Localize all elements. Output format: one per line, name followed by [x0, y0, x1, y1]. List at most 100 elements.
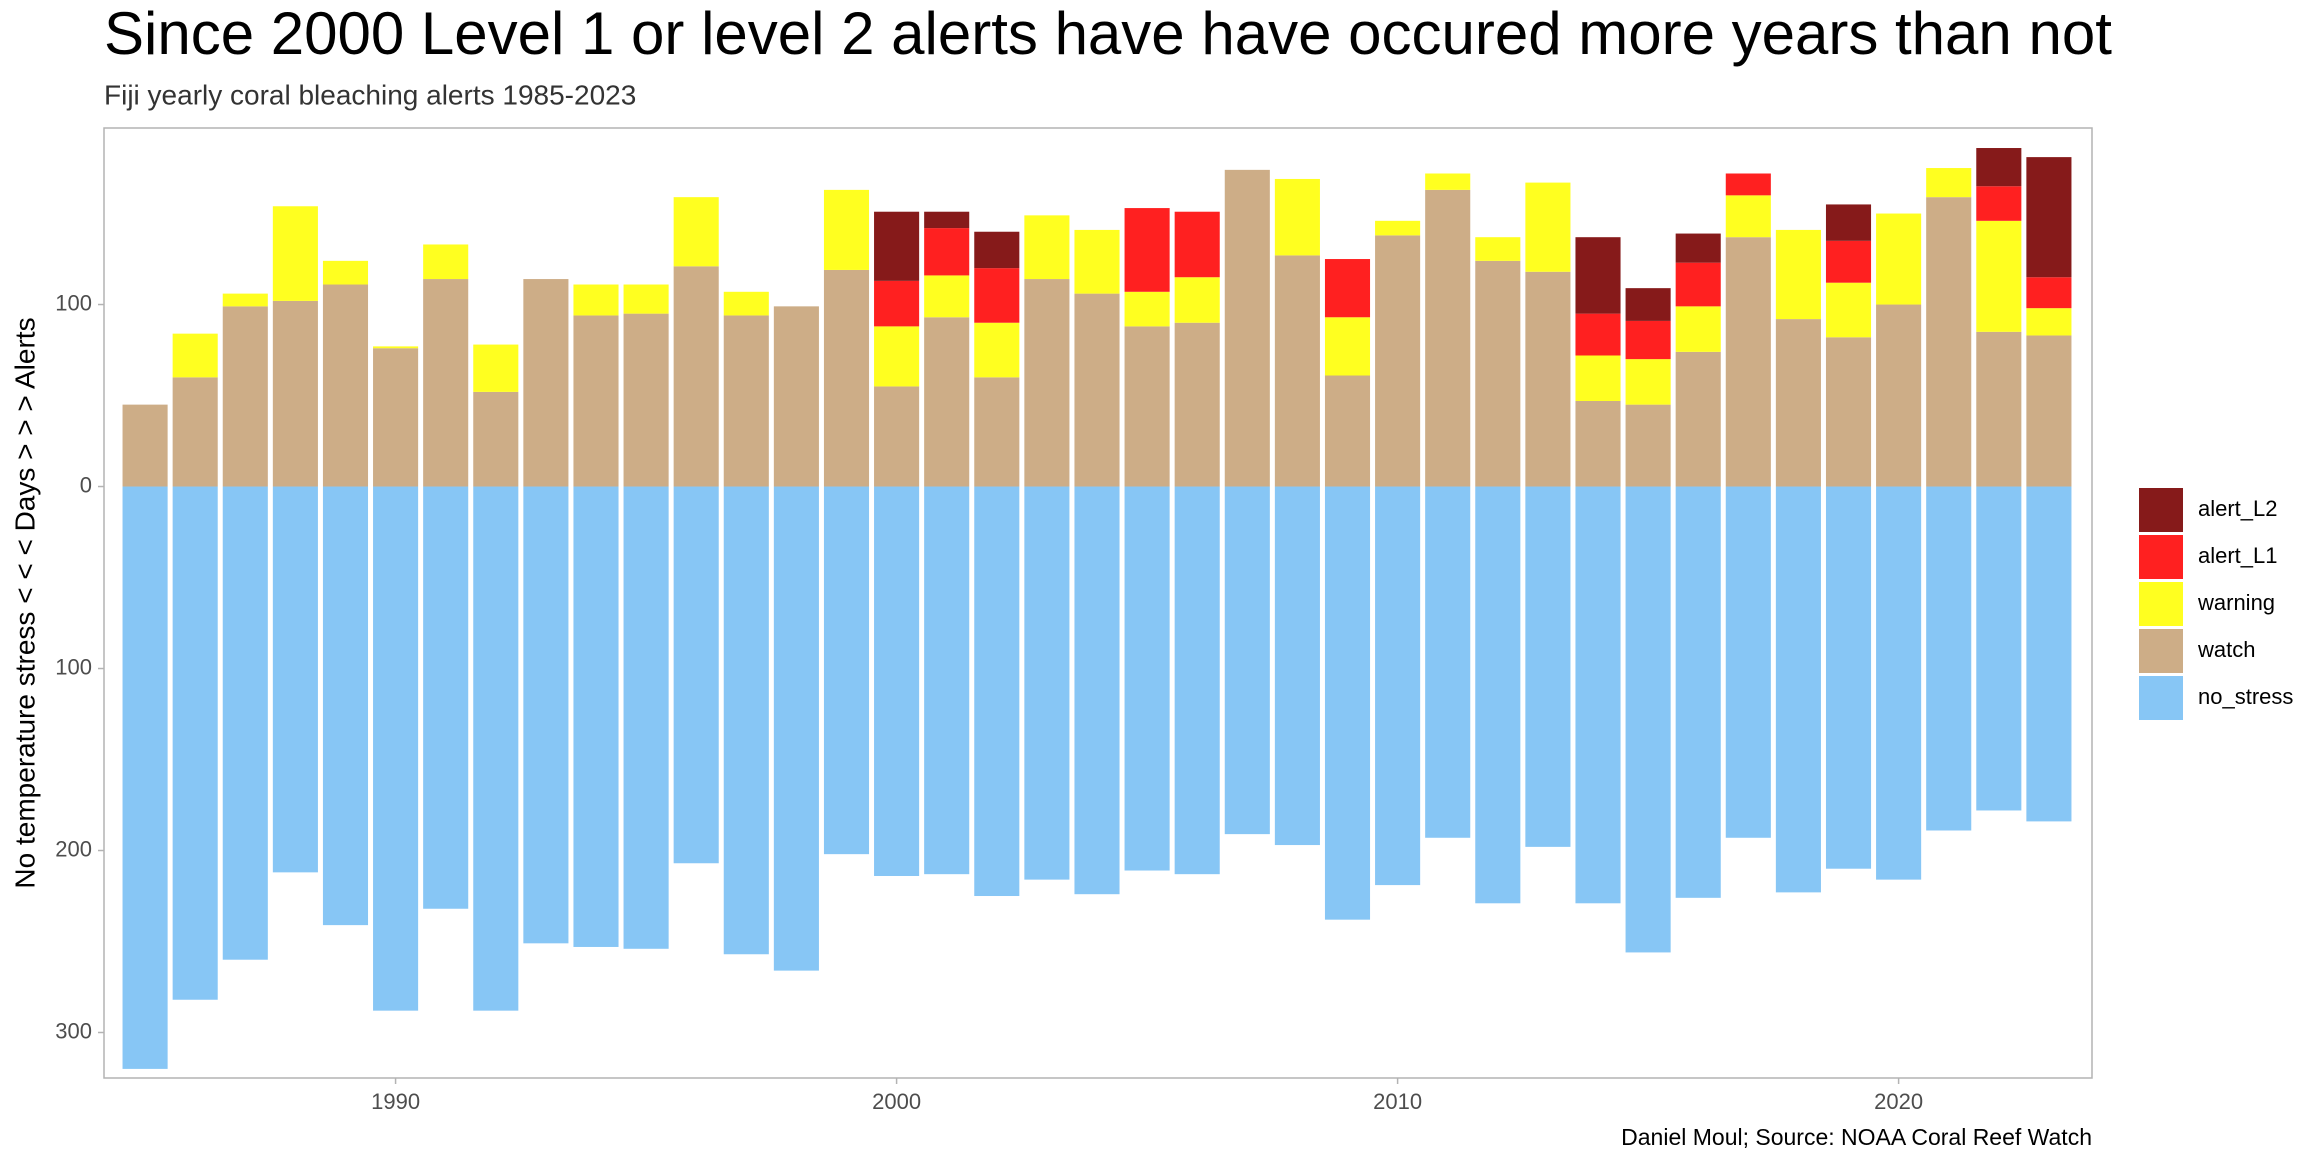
bar-segment — [1725, 486, 1771, 838]
bar-segment — [1675, 233, 1721, 263]
bar-segment — [1876, 304, 1922, 487]
y-tick-label: 300 — [55, 1018, 92, 1043]
bar-segment — [473, 486, 519, 1011]
bar-segment — [1324, 317, 1371, 376]
bar-segment — [172, 377, 218, 487]
bar-segment — [974, 231, 1020, 269]
bar-segment — [172, 486, 218, 1000]
bar-segment — [1825, 240, 1872, 283]
bar-segment — [423, 486, 469, 909]
bar-segment — [1124, 208, 1170, 292]
bar-segment — [322, 260, 369, 285]
bar-segment — [974, 268, 1020, 323]
y-tick-label: 0 — [80, 472, 92, 497]
bar-segment — [222, 293, 268, 307]
legend-label: watch — [2197, 637, 2255, 662]
bar-segment — [573, 486, 619, 947]
bar-segment — [1425, 173, 1471, 190]
bar-segment — [1825, 204, 1872, 241]
bar-segment — [2026, 157, 2072, 278]
bar-segment — [1224, 169, 1270, 487]
bar-segment — [1274, 486, 1320, 846]
bar-segment — [1625, 486, 1671, 953]
bar-segment — [272, 206, 318, 301]
y-tick-label: 200 — [55, 836, 92, 861]
legend-label: warning — [2197, 590, 2275, 615]
bar-segment — [272, 486, 318, 873]
bar-segment — [823, 269, 870, 487]
bar-segment — [523, 279, 569, 487]
x-tick-label: 1990 — [371, 1089, 420, 1114]
bar-segment — [974, 322, 1020, 378]
bar-segment — [1625, 320, 1671, 360]
bar-segment — [1725, 237, 1771, 487]
legend-key — [2139, 629, 2183, 673]
bar-segment — [773, 486, 819, 971]
bar-segment — [1675, 351, 1721, 487]
bar-segment — [924, 211, 970, 229]
bar-segment — [172, 333, 218, 378]
bar-segment — [1475, 260, 1521, 487]
bar-segment — [1375, 486, 1421, 886]
bar-segment — [1174, 277, 1220, 323]
bar-segment — [1926, 197, 1972, 487]
bar-segment — [122, 404, 168, 487]
bar-segment — [1224, 486, 1270, 835]
bar-segment — [1575, 237, 1621, 314]
bar-segment — [723, 486, 769, 955]
bar-segment — [2026, 335, 2072, 487]
bar-segment — [322, 486, 369, 926]
y-tick-label: 100 — [55, 654, 92, 679]
bar-segment — [1725, 173, 1771, 196]
panel-border — [103, 127, 2093, 1079]
bar-segment — [623, 486, 669, 949]
bar-segment — [1876, 486, 1922, 880]
bar-segment — [1375, 235, 1421, 487]
bar-segment — [1074, 229, 1120, 294]
bar-segment — [523, 486, 569, 944]
bar-segment — [1525, 182, 1571, 272]
y-tick-label: 100 — [55, 290, 92, 315]
legend-label: no_stress — [2198, 684, 2293, 709]
bar-segment — [1174, 486, 1220, 875]
bar-segment — [1375, 220, 1421, 236]
bar-segment — [924, 486, 970, 875]
caption: Daniel Moul; Source: NOAA Coral Reef Wat… — [1621, 1124, 2092, 1150]
bar-segment — [473, 344, 519, 392]
bar-segment — [222, 486, 268, 960]
legend-key — [2139, 535, 2183, 579]
bar-segment — [473, 391, 519, 487]
bar-segment — [423, 244, 469, 280]
bar-segment — [924, 317, 970, 487]
bar-segment — [1124, 291, 1170, 327]
bar-segment — [874, 486, 920, 876]
bar-segment — [1124, 486, 1170, 871]
bar-segment — [673, 486, 719, 864]
bar-segment — [2026, 308, 2072, 336]
x-tick-label: 2010 — [1373, 1089, 1422, 1114]
bar-segment — [1775, 229, 1821, 320]
bar-segment — [1324, 375, 1371, 487]
bar-segment — [573, 315, 619, 487]
bar-segment — [773, 306, 819, 487]
bar-segment — [1976, 486, 2022, 811]
bar-segment — [1825, 282, 1872, 338]
bar-segment — [1976, 220, 2022, 332]
bar-segment — [673, 266, 719, 487]
bar-segment — [1725, 195, 1771, 238]
bar-segment — [1675, 486, 1721, 898]
bar-segment — [1675, 306, 1721, 352]
bar-segment — [1575, 355, 1621, 401]
bar-segment — [1024, 279, 1070, 487]
bar-segment — [623, 313, 669, 487]
bar-segment — [1775, 319, 1821, 487]
x-tick-label: 2020 — [1874, 1089, 1923, 1114]
bar-segment — [1425, 486, 1471, 838]
legend-label: alert_L1 — [2198, 543, 2278, 568]
bar-segment — [1625, 404, 1671, 487]
bar-segment — [2026, 277, 2072, 309]
bar-segment — [1074, 293, 1120, 487]
bar-segment — [1825, 486, 1872, 869]
bar-segment — [1926, 486, 1972, 831]
bar-segment — [1775, 486, 1821, 893]
